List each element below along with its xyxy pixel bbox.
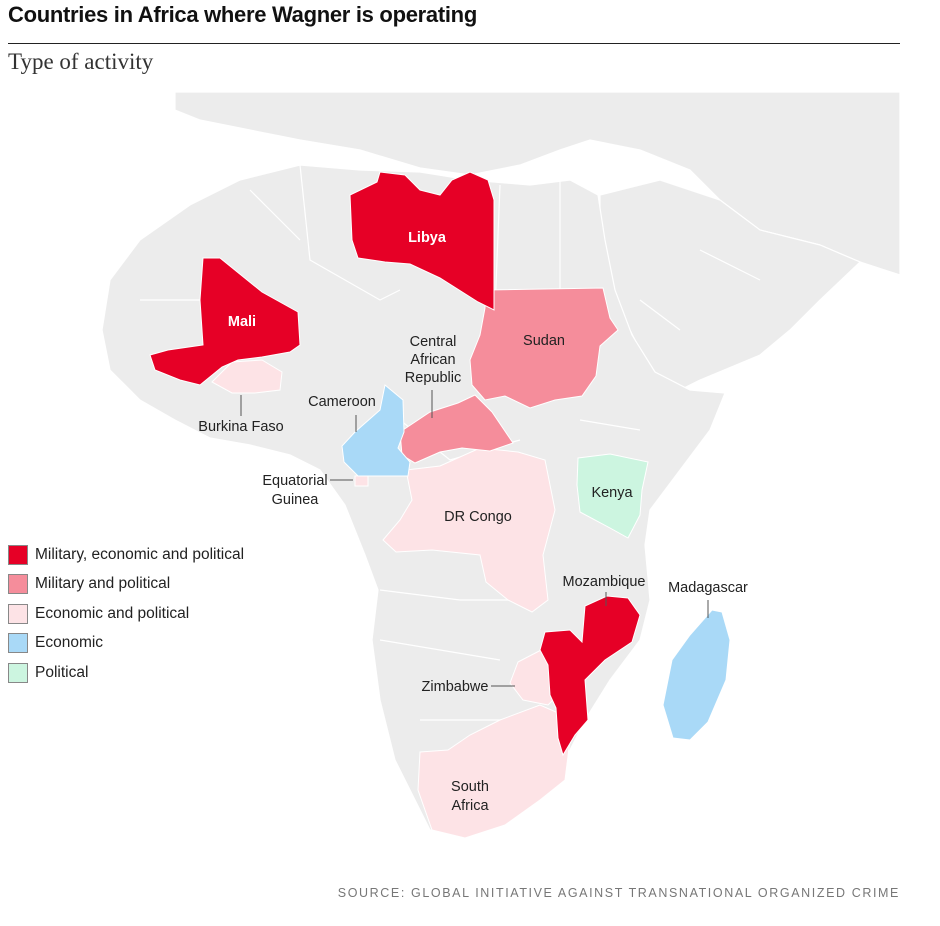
legend-item: Political bbox=[8, 658, 244, 688]
legend-item: Military, economic and political bbox=[8, 540, 244, 570]
label-car-line3: Republic bbox=[405, 370, 461, 386]
source-note: SOURCE: GLOBAL INITIATIVE AGAINST TRANSN… bbox=[337, 886, 900, 900]
label-south-africa-line2: Africa bbox=[451, 798, 489, 814]
label-sudan: Sudan bbox=[523, 333, 565, 349]
label-mali: Mali bbox=[228, 314, 256, 330]
title-divider bbox=[8, 43, 900, 44]
label-car-line1: Central bbox=[410, 334, 457, 350]
leader-lines bbox=[240, 390, 709, 687]
chart-subtitle: Type of activity bbox=[8, 49, 154, 74]
car-region bbox=[399, 394, 514, 464]
legend-item: Military and political bbox=[8, 570, 244, 600]
cameroon-region bbox=[341, 384, 411, 477]
label-south-africa-line1: South bbox=[451, 779, 489, 795]
kenya-region bbox=[576, 453, 649, 539]
legend-swatch bbox=[8, 544, 28, 565]
south-africa-region bbox=[417, 704, 571, 839]
legend: Military, economic and political Militar… bbox=[8, 540, 244, 688]
legend-item: Economic bbox=[8, 629, 244, 659]
label-car-line2: African bbox=[410, 352, 455, 368]
label-burkina-faso: Burkina Faso bbox=[198, 419, 283, 435]
label-equatorial-guinea-line1: Equatorial bbox=[262, 473, 327, 489]
burkina-faso-region bbox=[211, 359, 283, 394]
legend-label: Economic and political bbox=[35, 604, 190, 622]
label-cameroon: Cameroon bbox=[308, 394, 376, 410]
equatorial-guinea-region bbox=[354, 474, 369, 487]
label-zimbabwe: Zimbabwe bbox=[422, 679, 489, 695]
mali-region bbox=[149, 257, 301, 386]
legend-label: Political bbox=[35, 663, 89, 681]
legend-swatch bbox=[8, 574, 28, 595]
libya-region bbox=[349, 171, 495, 311]
legend-label: Military, economic and political bbox=[35, 545, 245, 563]
label-dr-congo: DR Congo bbox=[444, 509, 512, 525]
legend-swatch bbox=[8, 633, 28, 654]
label-libya: Libya bbox=[408, 230, 447, 246]
label-equatorial-guinea-line2: Guinea bbox=[272, 492, 320, 508]
mozambique-region bbox=[539, 595, 641, 757]
dr-congo-region bbox=[382, 447, 556, 613]
sudan-region bbox=[469, 287, 619, 409]
label-madagascar: Madagascar bbox=[668, 580, 748, 596]
legend-swatch bbox=[8, 662, 28, 683]
chart-title: Countries in Africa where Wagner is oper… bbox=[8, 2, 477, 27]
madagascar-region bbox=[662, 609, 731, 741]
legend-label: Economic bbox=[35, 634, 104, 652]
label-mozambique: Mozambique bbox=[562, 574, 645, 590]
legend-label: Military and political bbox=[35, 575, 171, 593]
label-kenya: Kenya bbox=[591, 485, 633, 501]
legend-item: Economic and political bbox=[8, 599, 244, 629]
legend-swatch bbox=[8, 603, 28, 624]
